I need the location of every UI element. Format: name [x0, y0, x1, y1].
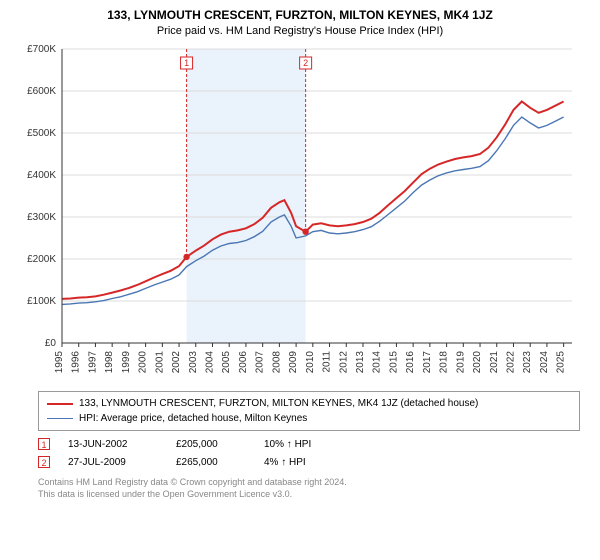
xtick-label: 2009 — [288, 351, 299, 374]
xtick-label: 2018 — [439, 351, 450, 374]
xtick-label: 1996 — [71, 351, 82, 374]
ytick-label: £100K — [27, 296, 56, 307]
xtick-label: 2025 — [556, 351, 567, 374]
marker-dot-1 — [183, 254, 189, 260]
legend-label: 133, LYNMOUTH CRESCENT, FURZTON, MILTON … — [79, 396, 478, 411]
page-subtitle: Price paid vs. HM Land Registry's House … — [0, 22, 600, 43]
xtick-label: 2014 — [372, 351, 383, 374]
legend-swatch — [47, 418, 73, 419]
transaction-delta: 10% ↑ HPI — [264, 439, 334, 450]
xtick-label: 2020 — [472, 351, 483, 374]
transaction-date: 13-JUN-2002 — [68, 439, 158, 450]
footer-line-2: This data is licensed under the Open Gov… — [38, 489, 580, 501]
xtick-label: 2007 — [255, 351, 266, 374]
xtick-label: 2001 — [154, 351, 165, 374]
xtick-label: 2019 — [455, 351, 466, 374]
transaction-price: £205,000 — [176, 439, 246, 450]
price-chart: £0 £100K £200K £300K £400K £500K £600K £700K 199… — [20, 43, 580, 383]
transaction-date: 27-JUL-2009 — [68, 457, 158, 468]
ytick-label: £600K — [27, 86, 56, 97]
xtick-label: 1997 — [87, 351, 98, 374]
transactions-table: 1 13-JUN-2002 £205,000 10% ↑ HPI 2 27-JUL-200… — [38, 435, 580, 471]
xtick-label: 2000 — [138, 351, 149, 374]
legend-swatch — [47, 403, 73, 405]
ytick-label: £500K — [27, 128, 56, 139]
transaction-price: £265,000 — [176, 457, 246, 468]
xtick-label: 2023 — [522, 351, 533, 374]
legend: 133, LYNMOUTH CRESCENT, FURZTON, MILTON … — [38, 391, 580, 431]
ytick-label: £700K — [27, 44, 56, 55]
xtick-label: 2021 — [489, 351, 500, 374]
xtick-label: 2002 — [171, 351, 182, 374]
ytick-label: £200K — [27, 254, 56, 265]
xtick-label: 2016 — [405, 351, 416, 374]
xtick-label: 1998 — [104, 351, 115, 374]
transaction-delta: 4% ↑ HPI — [264, 457, 334, 468]
xtick-label: 1999 — [121, 351, 132, 374]
page-title: 133, LYNMOUTH CRESCENT, FURZTON, MILTON … — [0, 0, 600, 22]
transaction-marker: 2 — [38, 456, 50, 468]
xtick-label: 2004 — [204, 351, 215, 374]
chart-area: £0 £100K £200K £300K £400K £500K £600K £700K 199… — [20, 43, 580, 383]
xtick-label: 2017 — [422, 351, 433, 374]
xtick-label: 2015 — [388, 351, 399, 374]
transaction-row: 1 13-JUN-2002 £205,000 10% ↑ HPI — [38, 435, 580, 453]
xtick-label: 2012 — [338, 351, 349, 374]
xtick-label: 2022 — [505, 351, 516, 374]
xtick-label: 2013 — [355, 351, 366, 374]
shaded-band — [187, 49, 306, 343]
legend-row: HPI: Average price, detached house, Milt… — [47, 411, 571, 426]
ytick-label: £300K — [27, 212, 56, 223]
ytick-label: £400K — [27, 170, 56, 181]
legend-label: HPI: Average price, detached house, Milt… — [79, 411, 307, 426]
marker-num-1: 1 — [184, 58, 189, 68]
footer-attribution: Contains HM Land Registry data © Crown c… — [38, 477, 580, 500]
marker-dot-2 — [302, 229, 308, 235]
footer-line-1: Contains HM Land Registry data © Crown c… — [38, 477, 580, 489]
transaction-marker: 1 — [38, 438, 50, 450]
xtick-label: 2011 — [322, 351, 333, 373]
marker-num-2: 2 — [303, 58, 308, 68]
transaction-row: 2 27-JUL-2009 £265,000 4% ↑ HPI — [38, 453, 580, 471]
xtick-label: 2008 — [271, 351, 282, 374]
xtick-label: 2024 — [539, 351, 550, 374]
xtick-label: 2003 — [188, 351, 199, 374]
xtick-label: 2005 — [221, 351, 232, 374]
ytick-label: £0 — [45, 338, 57, 349]
xtick-label: 2010 — [305, 351, 316, 374]
xtick-label: 1995 — [54, 351, 65, 374]
xtick-label: 2006 — [238, 351, 249, 374]
legend-row: 133, LYNMOUTH CRESCENT, FURZTON, MILTON … — [47, 396, 571, 411]
